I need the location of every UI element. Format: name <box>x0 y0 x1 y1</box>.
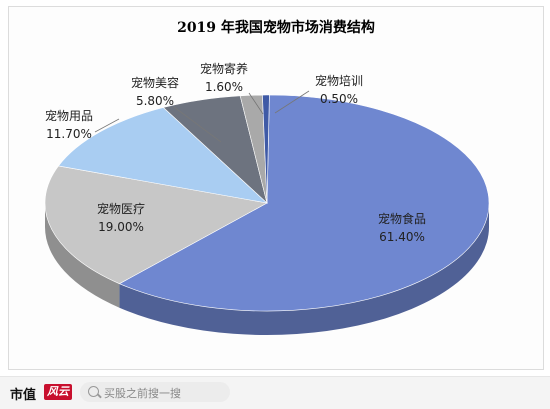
chart-panel: 2019 年我国宠物市场消费结构 宠物食品 61.40% 宠物医疗 19.00% 宠物用… <box>8 6 544 370</box>
pie-slice-0 <box>118 94 490 312</box>
slice-value-2: 11.70% <box>46 127 92 141</box>
pie-side <box>45 203 489 336</box>
pie-slice-1 <box>44 165 268 285</box>
slice-label-0: 宠物食品 <box>378 211 426 226</box>
brand-logo: 风云 <box>44 384 72 400</box>
slice-value-4: 1.60% <box>205 80 243 94</box>
chart-title: 2019 年我国宠物市场消费结构 <box>177 20 375 36</box>
slice-label-5: 宠物培训 <box>315 73 363 88</box>
slice-value-5: 0.50% <box>320 92 358 106</box>
footer-bar: 市值 风云 买股之前搜一搜 <box>0 376 550 409</box>
slice-label-1: 宠物医疗 <box>97 201 145 216</box>
pie-side-0 <box>119 203 489 336</box>
leader-line-5 <box>274 90 310 114</box>
search-icon <box>88 386 99 397</box>
pie-side-1 <box>45 203 120 308</box>
slice-label-4: 宠物寄养 <box>200 61 248 76</box>
leader-line-2 <box>94 118 120 133</box>
slice-label-3: 宠物美容 <box>131 75 179 90</box>
slice-label-2: 宠物用品 <box>45 108 93 123</box>
pie-labels: 宠物食品 61.40% 宠物医疗 19.00% 宠物用品 11.70% 宠物美容 5.80% 宠… <box>45 61 426 244</box>
slice-value-3: 5.80% <box>136 94 174 108</box>
pie-slice-2 <box>57 107 268 204</box>
pie-chart: 宠物食品 61.40% 宠物医疗 19.00% 宠物用品 11.70% 宠物美容 5.80% 宠… <box>44 61 490 336</box>
brand-name: 市值 <box>10 388 37 403</box>
pie-slice-5 <box>262 94 270 204</box>
leader-line-4 <box>248 92 264 115</box>
pie-top <box>44 94 490 312</box>
leader-line-3 <box>173 106 222 143</box>
chart-frame: 2019 年我国宠物市场消费结构 宠物食品 61.40% 宠物医疗 19.00% 宠物用… <box>8 6 544 370</box>
slice-value-1: 19.00% <box>98 220 144 234</box>
search-placeholder: 买股之前搜一搜 <box>104 387 181 400</box>
search-input[interactable]: 买股之前搜一搜 <box>80 382 230 402</box>
slice-value-0: 61.40% <box>379 230 425 244</box>
